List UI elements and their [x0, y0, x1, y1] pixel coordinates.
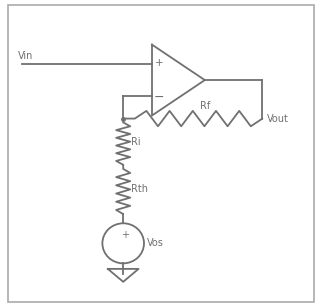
Text: Vout: Vout	[267, 114, 289, 124]
Text: Ri: Ri	[131, 137, 141, 147]
Text: +: +	[155, 58, 163, 67]
Text: +: +	[121, 230, 129, 240]
Text: Rth: Rth	[131, 184, 148, 194]
Text: Vin: Vin	[18, 51, 33, 61]
Text: −: −	[154, 91, 164, 104]
Text: Vos: Vos	[147, 238, 164, 248]
Text: Rf: Rf	[200, 101, 211, 111]
